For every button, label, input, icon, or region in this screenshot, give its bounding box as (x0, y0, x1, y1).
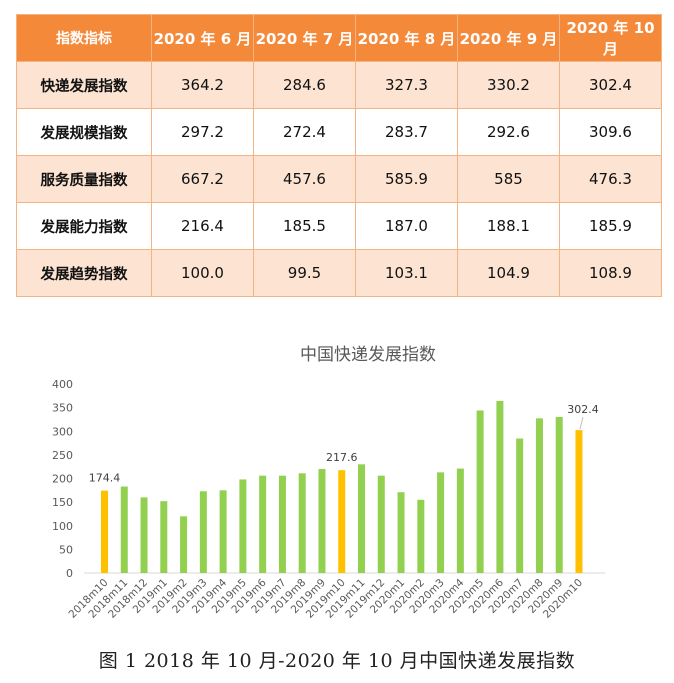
figure-caption: 图 1 2018 年 10 月-2020 年 10 月中国快递发展指数 (0, 646, 674, 673)
bar (398, 492, 405, 573)
bar (141, 497, 148, 573)
bar (516, 439, 523, 573)
table-cell: 364.2 (152, 62, 254, 109)
bar (121, 487, 128, 573)
bar (496, 401, 503, 573)
bar (417, 500, 424, 573)
data-label: 174.4 (89, 472, 121, 485)
bar (200, 491, 207, 573)
header-cell: 2020 年 9 月 (458, 15, 560, 62)
x-axis: 2018m102018m112018m122019m12019m22019m32… (67, 576, 586, 620)
table-cell: 297.2 (152, 109, 254, 156)
y-tick-label: 100 (52, 520, 73, 533)
y-tick-label: 200 (52, 473, 73, 486)
table-row: 服务质量指数 667.2 457.6 585.9 585 476.3 (17, 156, 662, 203)
table-row: 发展趋势指数 100.0 99.5 103.1 104.9 108.9 (17, 250, 662, 297)
bar (239, 479, 246, 573)
table-header-row: 指数指标 2020 年 6 月 2020 年 7 月 2020 年 8 月 20… (17, 15, 662, 62)
bar (279, 476, 286, 573)
header-cell: 2020 年 10 月 (560, 15, 662, 62)
data-label-leader (580, 417, 583, 429)
table-row: 发展能力指数 216.4 185.5 187.0 188.1 185.9 (17, 203, 662, 250)
bar (477, 410, 484, 573)
bar (180, 516, 187, 573)
y-axis: 0 50 100 150 200 250 300 350 400 (52, 378, 73, 580)
bar-series (101, 401, 582, 573)
bar (299, 473, 306, 573)
y-tick-label: 50 (59, 543, 73, 556)
row-label: 快递发展指数 (17, 62, 152, 109)
table-cell: 104.9 (458, 250, 560, 297)
table-cell: 667.2 (152, 156, 254, 203)
table-cell: 103.1 (356, 250, 458, 297)
bar (556, 417, 563, 573)
table-cell: 185.9 (560, 203, 662, 250)
table-cell: 99.5 (254, 250, 356, 297)
y-tick-label: 250 (52, 449, 73, 462)
data-label: 302.4 (567, 403, 599, 416)
chart-title: 中国快递发展指数 (300, 345, 436, 365)
bar (259, 476, 266, 573)
table-cell: 327.3 (356, 62, 458, 109)
index-table: 指数指标 2020 年 6 月 2020 年 7 月 2020 年 8 月 20… (16, 14, 662, 297)
header-cell: 2020 年 8 月 (356, 15, 458, 62)
row-label: 发展趋势指数 (17, 250, 152, 297)
y-tick-label: 0 (66, 567, 73, 580)
table-cell: 283.7 (356, 109, 458, 156)
table-cell: 272.4 (254, 109, 356, 156)
bar (318, 469, 325, 573)
bar (358, 464, 365, 573)
table-cell: 585 (458, 156, 560, 203)
table-cell: 292.6 (458, 109, 560, 156)
table-cell: 100.0 (152, 250, 254, 297)
row-label: 发展规模指数 (17, 109, 152, 156)
header-cell: 指数指标 (17, 15, 152, 62)
table-cell: 216.4 (152, 203, 254, 250)
bar (575, 430, 582, 573)
table-cell: 188.1 (458, 203, 560, 250)
header-cell: 2020 年 6 月 (152, 15, 254, 62)
table-cell: 457.6 (254, 156, 356, 203)
bar (378, 476, 385, 573)
y-tick-label: 150 (52, 496, 73, 509)
bar (220, 490, 227, 573)
bar (101, 491, 108, 573)
y-tick-label: 300 (52, 425, 73, 438)
table-cell: 108.9 (560, 250, 662, 297)
data-label: 217.6 (326, 451, 358, 464)
table-cell: 476.3 (560, 156, 662, 203)
table-cell: 187.0 (356, 203, 458, 250)
table-cell: 302.4 (560, 62, 662, 109)
bar (160, 501, 167, 573)
y-tick-label: 350 (52, 402, 73, 415)
row-label: 服务质量指数 (17, 156, 152, 203)
row-label: 发展能力指数 (17, 203, 152, 250)
bar (536, 418, 543, 573)
bar (457, 469, 464, 573)
table-cell: 309.6 (560, 109, 662, 156)
bar (437, 472, 444, 573)
table-cell: 284.6 (254, 62, 356, 109)
bar (338, 470, 345, 573)
y-tick-label: 400 (52, 378, 73, 391)
table-row: 发展规模指数 297.2 272.4 283.7 292.6 309.6 (17, 109, 662, 156)
table-cell: 330.2 (458, 62, 560, 109)
table-row: 快递发展指数 364.2 284.6 327.3 330.2 302.4 (17, 62, 662, 109)
header-cell: 2020 年 7 月 (254, 15, 356, 62)
table-cell: 585.9 (356, 156, 458, 203)
express-index-chart: 中国快递发展指数 0 50 100 150 200 250 300 350 400 2018m1… (0, 330, 674, 640)
table-cell: 185.5 (254, 203, 356, 250)
